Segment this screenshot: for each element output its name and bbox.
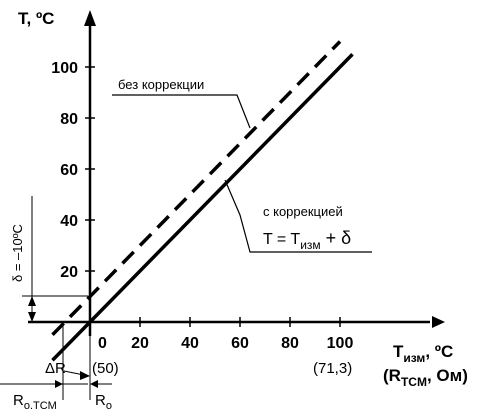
x-axis-title-unit: , ºC <box>425 342 453 361</box>
r0-label: Ro <box>95 392 112 412</box>
series-line-with-correction <box>51 53 354 362</box>
x-axis-title-main: T <box>393 342 404 361</box>
y-axis-arrow <box>84 10 96 26</box>
with-correction-leader <box>224 179 372 253</box>
x-axis-title2-open: (R <box>383 366 401 385</box>
r0-sub: o <box>106 400 112 412</box>
x-tick-secondary-label: (71,3) <box>313 360 352 377</box>
r0tcm-arrow <box>55 380 63 388</box>
x-tick-label: 80 <box>281 335 299 352</box>
y-axis-title: T, ºC <box>18 9 54 28</box>
correction-formula: T = Tизм + δ <box>263 228 351 252</box>
r0-arrow <box>90 380 98 388</box>
x-axis-arrow <box>432 316 445 328</box>
r0tcm-main: R <box>13 392 24 409</box>
y-ticks: 20 40 60 80 100 <box>51 60 95 281</box>
y-tick-label: 60 <box>60 162 78 179</box>
y-tick-label: 100 <box>51 60 78 77</box>
x-axis-title-resistance: (RTCM, Ом) <box>383 366 468 389</box>
delta-r-arrow <box>80 371 90 380</box>
x-axis-title-sub: изм <box>403 351 425 365</box>
no-correction-label: без коррекции <box>118 77 204 92</box>
with-correction-label: с коррекцией <box>263 204 343 219</box>
delta-arrow-down <box>28 312 36 322</box>
x-tick-secondary-label: (50) <box>92 360 119 377</box>
x-tick-label: 60 <box>231 335 249 352</box>
delta-label: δ = –10ºC <box>10 224 25 282</box>
no-correction-leader <box>112 94 251 129</box>
x-tick-label: 20 <box>131 335 149 352</box>
y-tick-label: 80 <box>60 111 78 128</box>
x-axis-title2-sub: TCM <box>401 375 427 389</box>
x-ticks: 0 20 40 60 80 100 <box>98 317 353 352</box>
formula-sub: изм <box>300 238 320 252</box>
r0tcm-label: Ro.TCM <box>13 392 57 412</box>
y-tick-label: 20 <box>60 264 78 281</box>
x-tick-label: 40 <box>181 335 199 352</box>
r0tcm-sub: o.TCM <box>24 400 57 412</box>
x-tick-label: 0 <box>98 335 107 352</box>
formula-rhs: + δ <box>321 228 352 248</box>
series-line-no-correction <box>51 40 342 336</box>
formula-lhs: T = T <box>263 231 300 248</box>
x-axis-title2-close: , Ом) <box>427 366 468 385</box>
delta-r-label: ΔR <box>45 360 66 377</box>
y-tick-label: 40 <box>60 213 78 230</box>
r0-main: R <box>95 392 106 409</box>
x-tick-label: 100 <box>327 335 354 352</box>
x-axis-title: Tизм, ºC <box>393 342 453 365</box>
delta-arrow-up <box>28 296 36 306</box>
